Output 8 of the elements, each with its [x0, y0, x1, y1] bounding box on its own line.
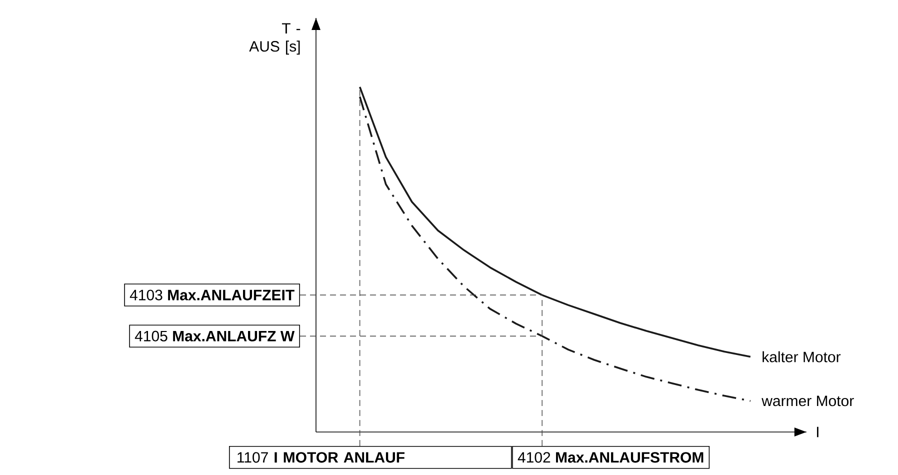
text: 1107 I MOTOR ANLAUF	[238, 452, 404, 463]
text: 4102 Max.ANLAUFSTROM	[518, 452, 704, 463]
ref-line-label: 4105 Max.ANLAUFZ W	[134, 330, 295, 342]
series-label: warmer Motor	[762, 396, 854, 406]
x-axis-title: I	[817, 426, 818, 438]
series-label: kalter Motor	[762, 351, 841, 362]
ref-line-label: 4103 Max.ANLAUFZEIT	[130, 290, 294, 300]
y-axis-title: T - AUS [s]	[249, 23, 300, 55]
